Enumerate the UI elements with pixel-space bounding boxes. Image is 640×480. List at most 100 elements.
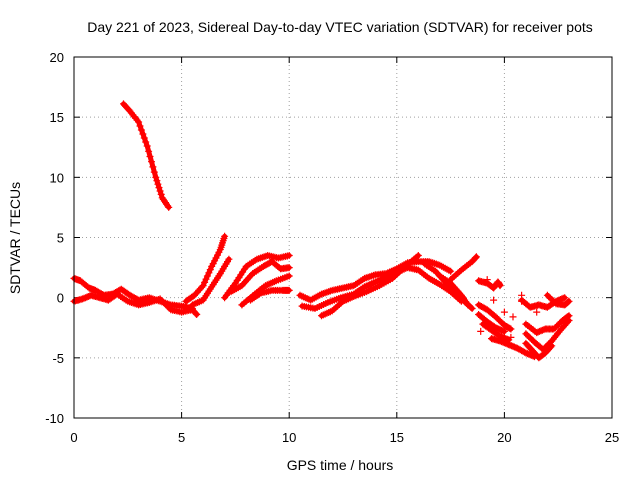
series-seg-mid-1 <box>221 252 293 302</box>
y-tick-label: -10 <box>45 411 64 426</box>
data-point <box>149 163 157 171</box>
y-tick-label: 15 <box>50 110 64 125</box>
grid <box>74 57 612 418</box>
x-tick-label: 20 <box>497 430 511 445</box>
data-point <box>225 255 233 263</box>
data-point <box>483 276 491 284</box>
data-series <box>70 100 573 362</box>
data-point <box>205 269 213 277</box>
data-point <box>165 203 173 211</box>
data-point <box>201 278 209 286</box>
series-seg-late-2 <box>522 312 573 337</box>
data-point <box>496 282 504 290</box>
data-point <box>152 173 160 181</box>
data-point <box>198 283 206 291</box>
data-point <box>464 301 472 309</box>
data-point <box>471 254 479 262</box>
x-tick-label: 0 <box>70 430 77 445</box>
data-point <box>414 252 422 259</box>
y-tick-label: 5 <box>57 231 64 246</box>
data-point <box>533 308 541 316</box>
data-point <box>155 184 163 192</box>
data-point <box>285 286 293 294</box>
data-point <box>518 291 526 299</box>
series-seg-late-4 <box>522 339 556 362</box>
data-point <box>192 310 200 318</box>
data-point <box>547 343 555 351</box>
data-point <box>548 342 556 350</box>
data-point <box>509 313 517 321</box>
data-point <box>221 232 229 240</box>
data-point <box>142 138 150 146</box>
series-seg-evening-3 <box>475 311 508 335</box>
series-seg-evening-1 <box>475 277 504 292</box>
series-seg-mid-2 <box>227 258 293 296</box>
data-point <box>140 134 148 142</box>
x-tick-label: 5 <box>178 430 185 445</box>
series-seg-late-3 <box>522 317 573 353</box>
data-point <box>472 253 480 261</box>
x-axis-label: GPS time / hours <box>287 457 394 473</box>
data-point <box>463 299 471 307</box>
plot-frame <box>73 56 613 419</box>
data-point <box>285 264 293 272</box>
data-point <box>447 267 455 275</box>
chart-title: Day 221 of 2023, Sidereal Day-to-day VTE… <box>87 19 593 35</box>
data-point <box>206 266 214 274</box>
data-point <box>148 158 155 166</box>
data-point <box>468 305 476 312</box>
data-point <box>139 130 147 138</box>
series-seg-base-2 <box>70 290 201 318</box>
y-axis-label: SDTVAR / TECUs <box>7 182 23 294</box>
data-point <box>477 327 485 335</box>
data-point <box>150 168 158 176</box>
series-seg-rise-1 <box>182 232 229 305</box>
data-point <box>146 153 154 160</box>
series-seg-late-5 <box>543 291 573 309</box>
series-seg-early-high <box>120 100 173 211</box>
data-point <box>153 177 161 185</box>
data-point <box>507 333 515 341</box>
y-tick-label: 20 <box>50 50 64 65</box>
series-seg-evening-2 <box>475 301 515 333</box>
data-point <box>157 190 165 198</box>
data-point <box>561 294 569 302</box>
data-point <box>145 147 153 155</box>
data-point <box>191 309 199 317</box>
data-point <box>564 318 571 326</box>
data-point <box>199 282 207 290</box>
data-point <box>136 122 144 130</box>
x-tick-label: 15 <box>390 430 404 445</box>
series-seg-afternoon-6 <box>436 272 472 309</box>
series-scattered-points <box>477 276 541 341</box>
series-seg-late-1 <box>518 294 569 311</box>
y-tick-label: -5 <box>52 351 64 366</box>
data-point <box>325 309 333 316</box>
x-tick-label: 10 <box>282 430 296 445</box>
x-tick-label: 25 <box>605 430 619 445</box>
data-point <box>472 254 480 262</box>
data-point <box>154 180 162 188</box>
data-point <box>490 296 498 304</box>
data-point <box>518 297 526 305</box>
series-seg-evening-5 <box>488 335 538 361</box>
series-seg-mid-4 <box>247 286 293 304</box>
series-seg-rise-2 <box>188 255 233 309</box>
data-point <box>500 308 508 316</box>
data-point <box>285 252 293 259</box>
data-point <box>164 202 172 210</box>
data-point <box>193 311 201 318</box>
series-seg-evening-4 <box>479 320 513 344</box>
data-point <box>137 126 145 134</box>
data-point <box>507 325 515 333</box>
series-seg-afternoon-5 <box>447 253 480 284</box>
data-point <box>565 297 573 305</box>
data-point <box>500 327 508 335</box>
data-point <box>143 142 151 150</box>
data-point <box>156 187 164 195</box>
x-tick-labels: 0 5 10 15 20 25 <box>70 430 619 445</box>
y-tick-labels: -10 -5 0 5 10 15 20 <box>45 50 64 426</box>
data-point <box>565 317 573 324</box>
